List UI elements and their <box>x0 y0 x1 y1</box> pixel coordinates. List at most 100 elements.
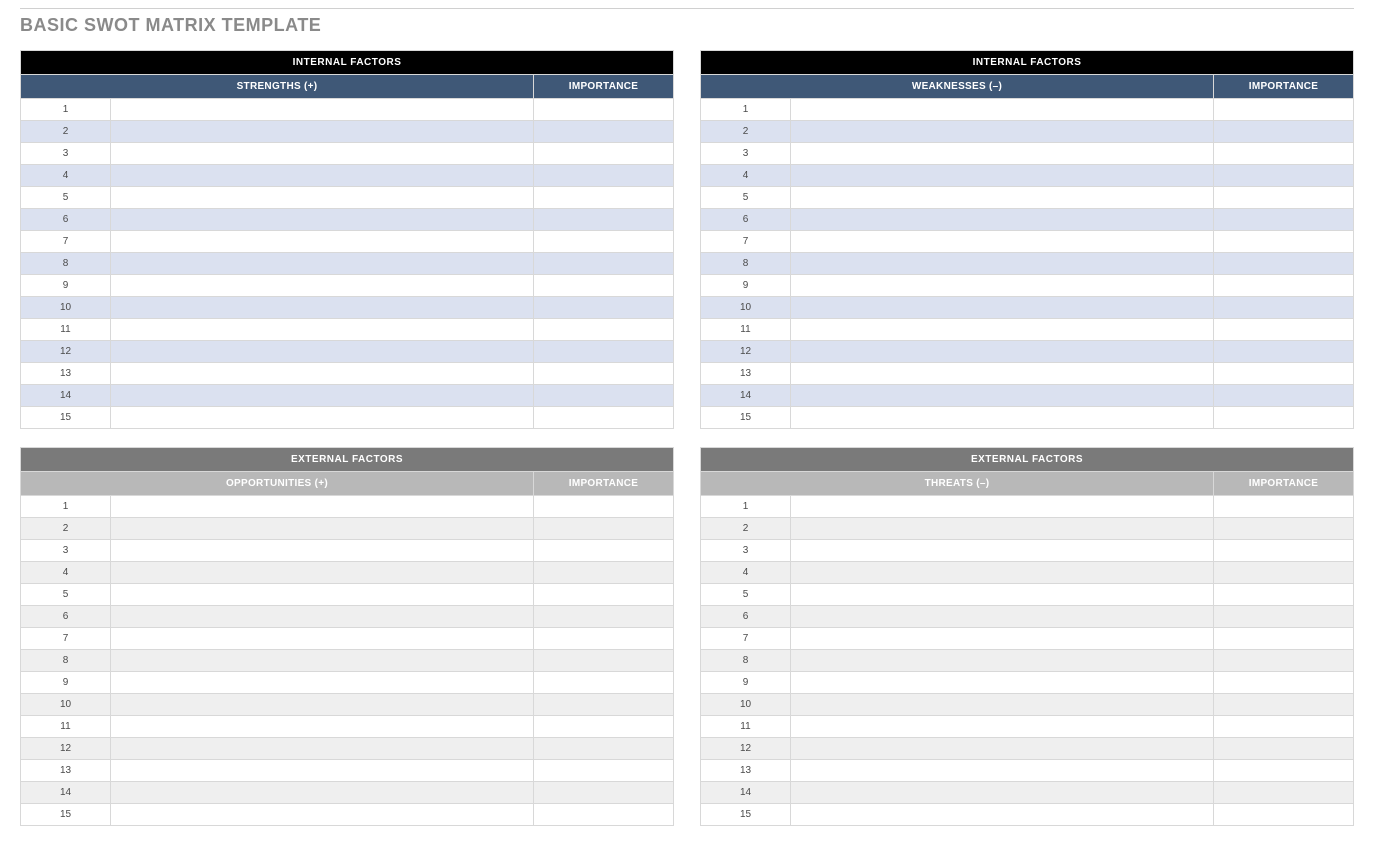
importance-cell[interactable] <box>533 165 673 187</box>
importance-cell[interactable] <box>1213 518 1353 540</box>
importance-cell[interactable] <box>1213 540 1353 562</box>
item-cell[interactable] <box>791 121 1214 143</box>
importance-cell[interactable] <box>1213 165 1353 187</box>
item-cell[interactable] <box>791 187 1214 209</box>
item-cell[interactable] <box>111 738 534 760</box>
importance-cell[interactable] <box>1213 584 1353 606</box>
item-cell[interactable] <box>791 760 1214 782</box>
item-cell[interactable] <box>791 297 1214 319</box>
item-cell[interactable] <box>111 782 534 804</box>
item-cell[interactable] <box>111 143 534 165</box>
item-cell[interactable] <box>791 319 1214 341</box>
item-cell[interactable] <box>791 782 1214 804</box>
item-cell[interactable] <box>111 209 534 231</box>
importance-cell[interactable] <box>1213 143 1353 165</box>
item-cell[interactable] <box>791 99 1214 121</box>
importance-cell[interactable] <box>1213 209 1353 231</box>
item-cell[interactable] <box>111 253 534 275</box>
importance-cell[interactable] <box>533 121 673 143</box>
item-cell[interactable] <box>111 496 534 518</box>
importance-cell[interactable] <box>533 209 673 231</box>
item-cell[interactable] <box>791 540 1214 562</box>
item-cell[interactable] <box>111 804 534 826</box>
importance-cell[interactable] <box>533 253 673 275</box>
item-cell[interactable] <box>791 606 1214 628</box>
item-cell[interactable] <box>791 407 1214 429</box>
importance-cell[interactable] <box>533 143 673 165</box>
importance-cell[interactable] <box>533 672 673 694</box>
importance-cell[interactable] <box>533 606 673 628</box>
item-cell[interactable] <box>111 716 534 738</box>
importance-cell[interactable] <box>1213 231 1353 253</box>
item-cell[interactable] <box>111 363 534 385</box>
importance-cell[interactable] <box>1213 650 1353 672</box>
item-cell[interactable] <box>111 231 534 253</box>
importance-cell[interactable] <box>1213 606 1353 628</box>
item-cell[interactable] <box>111 341 534 363</box>
importance-cell[interactable] <box>1213 297 1353 319</box>
importance-cell[interactable] <box>533 231 673 253</box>
item-cell[interactable] <box>111 694 534 716</box>
importance-cell[interactable] <box>1213 187 1353 209</box>
item-cell[interactable] <box>111 187 534 209</box>
importance-cell[interactable] <box>1213 407 1353 429</box>
importance-cell[interactable] <box>533 584 673 606</box>
importance-cell[interactable] <box>533 187 673 209</box>
item-cell[interactable] <box>791 496 1214 518</box>
importance-cell[interactable] <box>533 297 673 319</box>
importance-cell[interactable] <box>1213 363 1353 385</box>
importance-cell[interactable] <box>1213 782 1353 804</box>
item-cell[interactable] <box>111 275 534 297</box>
item-cell[interactable] <box>111 121 534 143</box>
importance-cell[interactable] <box>1213 716 1353 738</box>
importance-cell[interactable] <box>1213 672 1353 694</box>
importance-cell[interactable] <box>1213 694 1353 716</box>
importance-cell[interactable] <box>533 562 673 584</box>
importance-cell[interactable] <box>1213 253 1353 275</box>
importance-cell[interactable] <box>533 385 673 407</box>
importance-cell[interactable] <box>1213 562 1353 584</box>
item-cell[interactable] <box>791 231 1214 253</box>
importance-cell[interactable] <box>533 275 673 297</box>
item-cell[interactable] <box>791 385 1214 407</box>
item-cell[interactable] <box>791 584 1214 606</box>
item-cell[interactable] <box>111 562 534 584</box>
item-cell[interactable] <box>791 804 1214 826</box>
item-cell[interactable] <box>111 760 534 782</box>
item-cell[interactable] <box>111 584 534 606</box>
item-cell[interactable] <box>791 253 1214 275</box>
item-cell[interactable] <box>791 716 1214 738</box>
item-cell[interactable] <box>111 518 534 540</box>
item-cell[interactable] <box>111 319 534 341</box>
item-cell[interactable] <box>791 165 1214 187</box>
importance-cell[interactable] <box>533 782 673 804</box>
item-cell[interactable] <box>791 363 1214 385</box>
importance-cell[interactable] <box>533 760 673 782</box>
importance-cell[interactable] <box>533 341 673 363</box>
item-cell[interactable] <box>791 143 1214 165</box>
importance-cell[interactable] <box>1213 804 1353 826</box>
item-cell[interactable] <box>111 650 534 672</box>
item-cell[interactable] <box>791 518 1214 540</box>
item-cell[interactable] <box>791 562 1214 584</box>
item-cell[interactable] <box>111 385 534 407</box>
importance-cell[interactable] <box>533 694 673 716</box>
importance-cell[interactable] <box>1213 121 1353 143</box>
item-cell[interactable] <box>111 606 534 628</box>
importance-cell[interactable] <box>1213 99 1353 121</box>
item-cell[interactable] <box>111 165 534 187</box>
item-cell[interactable] <box>111 99 534 121</box>
importance-cell[interactable] <box>1213 385 1353 407</box>
importance-cell[interactable] <box>533 407 673 429</box>
item-cell[interactable] <box>791 275 1214 297</box>
importance-cell[interactable] <box>533 319 673 341</box>
importance-cell[interactable] <box>1213 628 1353 650</box>
importance-cell[interactable] <box>533 99 673 121</box>
importance-cell[interactable] <box>533 496 673 518</box>
importance-cell[interactable] <box>533 363 673 385</box>
importance-cell[interactable] <box>1213 319 1353 341</box>
item-cell[interactable] <box>111 407 534 429</box>
item-cell[interactable] <box>111 297 534 319</box>
item-cell[interactable] <box>791 628 1214 650</box>
item-cell[interactable] <box>111 628 534 650</box>
